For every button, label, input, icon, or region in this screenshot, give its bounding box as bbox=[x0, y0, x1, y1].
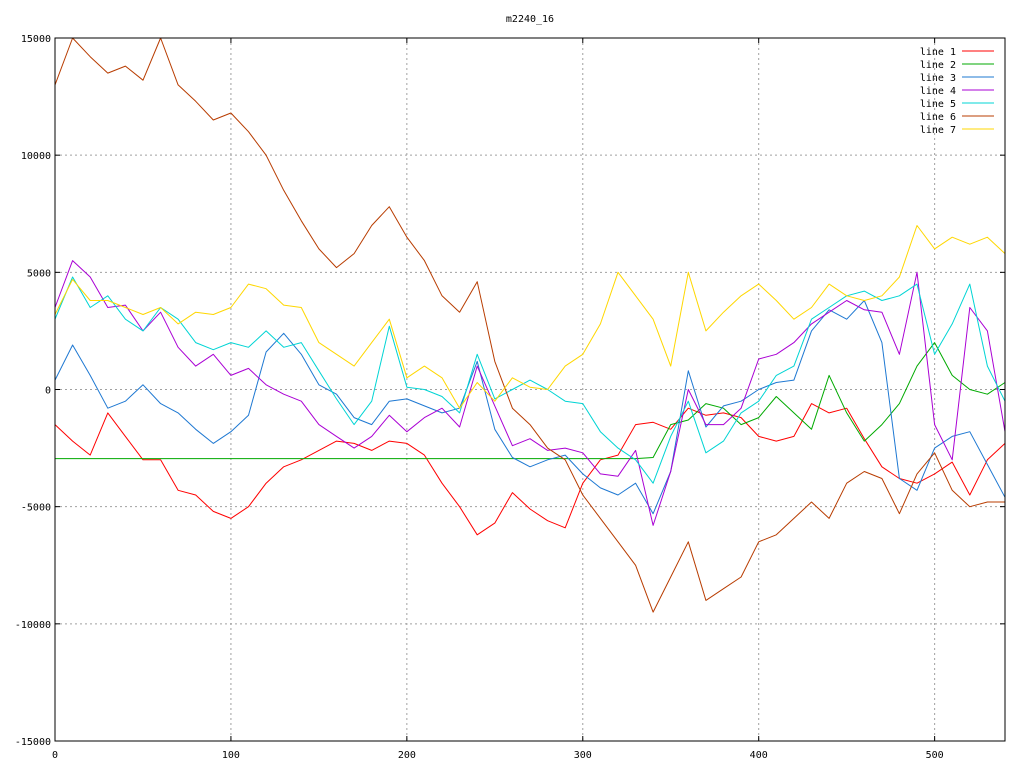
x-tick-label: 300 bbox=[574, 750, 592, 761]
x-tick-label: 400 bbox=[750, 750, 768, 761]
x-tick-label: 200 bbox=[398, 750, 416, 761]
x-tick-label: 0 bbox=[52, 750, 58, 761]
x-tick-label: 100 bbox=[222, 750, 240, 761]
series-line-1 bbox=[54, 403, 1006, 536]
y-tick-label: -5000 bbox=[21, 503, 51, 514]
y-tick-label: 15000 bbox=[21, 34, 51, 45]
series-line-4 bbox=[54, 260, 1006, 526]
chart-title: m2240_16 bbox=[506, 14, 554, 25]
series-group bbox=[54, 37, 1006, 613]
legend-label: line 2 bbox=[920, 60, 956, 71]
series-line-7 bbox=[54, 225, 1006, 409]
x-tick-label: 500 bbox=[926, 750, 944, 761]
legend-label: line 4 bbox=[920, 86, 956, 97]
legend-label: line 6 bbox=[920, 112, 956, 123]
series-line-6 bbox=[54, 37, 1005, 613]
legend-label: line 1 bbox=[920, 47, 956, 58]
series-line-2 bbox=[55, 342, 1006, 460]
legend-label: line 3 bbox=[920, 73, 956, 84]
y-tick-label: 0 bbox=[45, 386, 51, 397]
axis-ticks: -15000 -10000 -5000 0 5000 10000 15000 0 100 200 3… bbox=[15, 34, 1005, 761]
y-tick-label: -15000 bbox=[15, 737, 51, 748]
legend: line 1 line 2 line 3 line 4 line 5 line 6 line… bbox=[920, 47, 994, 136]
series-line-3 bbox=[54, 300, 1006, 515]
y-tick-label: 10000 bbox=[21, 151, 51, 162]
y-tick-label: -10000 bbox=[15, 620, 51, 631]
legend-label: line 5 bbox=[920, 99, 956, 110]
y-tick-label: 5000 bbox=[27, 268, 51, 279]
legend-label: line 7 bbox=[920, 125, 956, 136]
